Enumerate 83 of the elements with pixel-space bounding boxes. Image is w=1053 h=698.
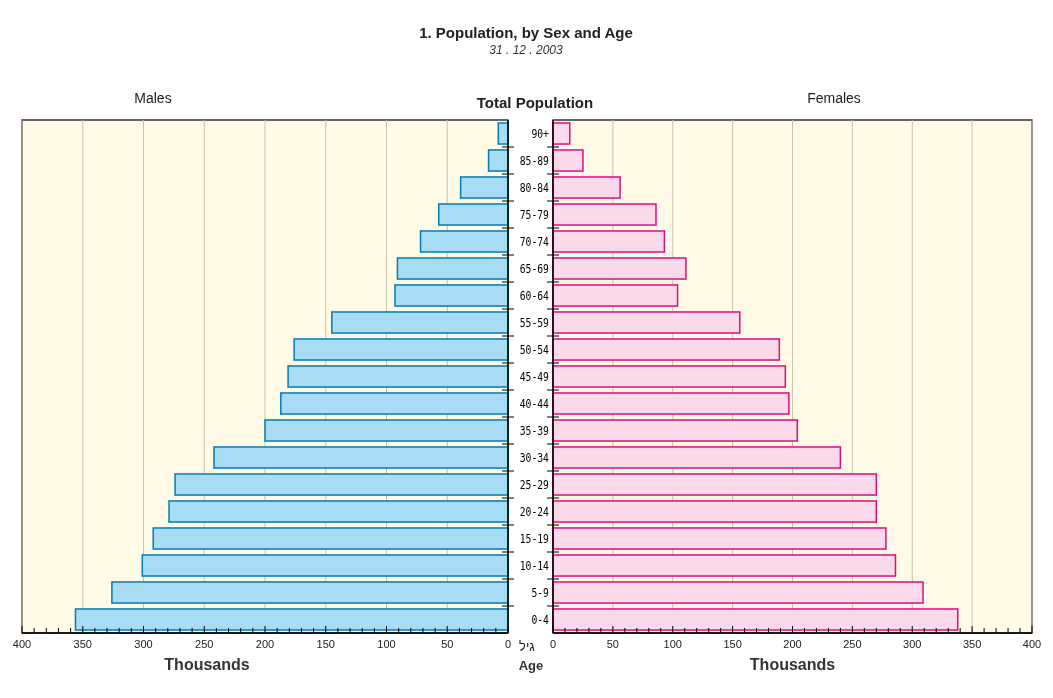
x-tick-label: 0 [549, 638, 557, 650]
text: 1. Population, by Sex and Age [419, 24, 633, 41]
bar [74, 608, 509, 631]
y-tick-label: 90+ [531, 125, 550, 142]
bar [152, 527, 509, 550]
x-tick-label: 400 [12, 638, 32, 650]
text: 31 . 12 . 2003 [489, 43, 564, 57]
bar [141, 554, 509, 577]
y-tick-label: 5-9 [531, 584, 550, 601]
bar [174, 473, 509, 496]
y-tick-label: 20-24 [519, 503, 550, 520]
bar [552, 284, 679, 307]
y-tick-label: 25-29 [519, 476, 550, 493]
y-tick-label: 70-74 [519, 233, 550, 250]
x-tick-label: 300 [134, 638, 153, 650]
x-tick-label: 400 [1022, 638, 1042, 650]
x-tick-label: 50 [606, 638, 619, 650]
x-tick-label: 350 [73, 638, 92, 650]
bar [459, 176, 509, 199]
y-tick-label: 0-4 [531, 611, 550, 628]
bar [168, 500, 509, 523]
x-tick-label: 100 [377, 638, 396, 650]
x-tick-label: 200 [255, 638, 275, 650]
bar [552, 365, 787, 388]
bar [552, 149, 584, 172]
bar [394, 284, 509, 307]
bar [552, 122, 571, 145]
x-axis-title: Thousands [749, 656, 836, 673]
bar [213, 446, 509, 469]
bar [264, 419, 509, 442]
y-tick-label: 40-44 [519, 395, 550, 412]
x-tick-label: 200 [783, 638, 802, 650]
bar [552, 554, 897, 577]
y-tick-label: 10-14 [519, 557, 550, 574]
y-tick-label: 60-64 [519, 287, 550, 304]
bar [287, 365, 509, 388]
bar [293, 338, 509, 361]
bar [331, 311, 509, 334]
bar [552, 581, 924, 604]
y-tick-label: 65-69 [519, 260, 550, 277]
y-tick-label: 35-39 [519, 422, 550, 439]
bar [438, 203, 509, 226]
bar [552, 203, 657, 226]
x-tick-label: 0 [504, 638, 512, 650]
x-tick-label: 50 [441, 638, 454, 650]
y-tick-label: 50-54 [519, 341, 550, 358]
bar [552, 257, 687, 280]
y-tick-label: 45-49 [519, 368, 550, 385]
bar [552, 608, 959, 631]
bar [111, 581, 509, 604]
bar [396, 257, 509, 280]
x-tick-label: 250 [195, 638, 214, 650]
bar [552, 338, 781, 361]
bar [487, 149, 509, 172]
x-tick-label: 250 [843, 638, 862, 650]
bar [552, 311, 741, 334]
y-tick-label: 80-84 [519, 179, 550, 196]
text: Total Population [476, 94, 594, 111]
x-axis-title: Thousands [164, 656, 250, 673]
y-tick-label: 30-34 [519, 449, 550, 466]
bar [552, 230, 666, 253]
x-tick-label: 150 [723, 638, 742, 650]
bar [552, 500, 878, 523]
bar [552, 392, 790, 415]
chart-title: Females [807, 90, 861, 106]
bar [552, 527, 887, 550]
y-tick-label: 55-59 [519, 314, 550, 331]
bar [419, 230, 509, 253]
chart-title: Males [134, 90, 172, 106]
y-axis-title: Age [518, 658, 544, 673]
bar [552, 176, 621, 199]
bar [280, 392, 509, 415]
bar [552, 473, 878, 496]
text: גיל [519, 639, 536, 654]
x-tick-label: 100 [663, 638, 682, 650]
x-tick-label: 300 [903, 638, 922, 650]
x-tick-label: 150 [316, 638, 335, 650]
y-tick-label: 15-19 [519, 530, 550, 547]
bar [552, 419, 799, 442]
y-tick-label: 85-89 [519, 152, 550, 169]
bar [552, 446, 842, 469]
x-tick-label: 350 [962, 638, 982, 650]
y-tick-label: 75-79 [519, 206, 550, 223]
